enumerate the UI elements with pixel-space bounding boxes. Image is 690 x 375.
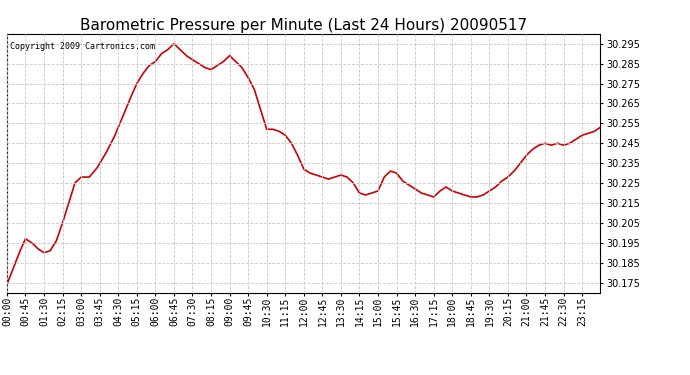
Text: Copyright 2009 Cartronics.com: Copyright 2009 Cartronics.com (10, 42, 155, 51)
Title: Barometric Pressure per Minute (Last 24 Hours) 20090517: Barometric Pressure per Minute (Last 24 … (80, 18, 527, 33)
